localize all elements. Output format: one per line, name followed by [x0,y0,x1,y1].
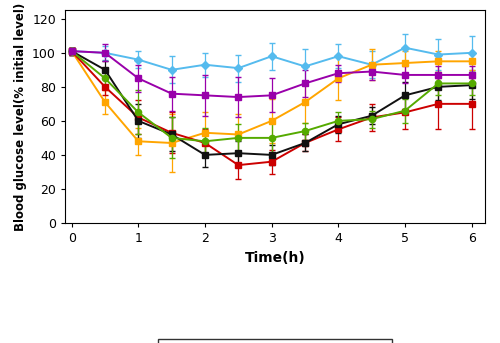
Legend: control, INS- subcutaneous, 110nm, 160nm, 220nm, 400nm: control, INS- subcutaneous, 110nm, 160nm… [158,340,392,343]
X-axis label: Time(h): Time(h) [244,250,306,264]
Y-axis label: Blood glucose level(% initial level): Blood glucose level(% initial level) [14,2,26,231]
